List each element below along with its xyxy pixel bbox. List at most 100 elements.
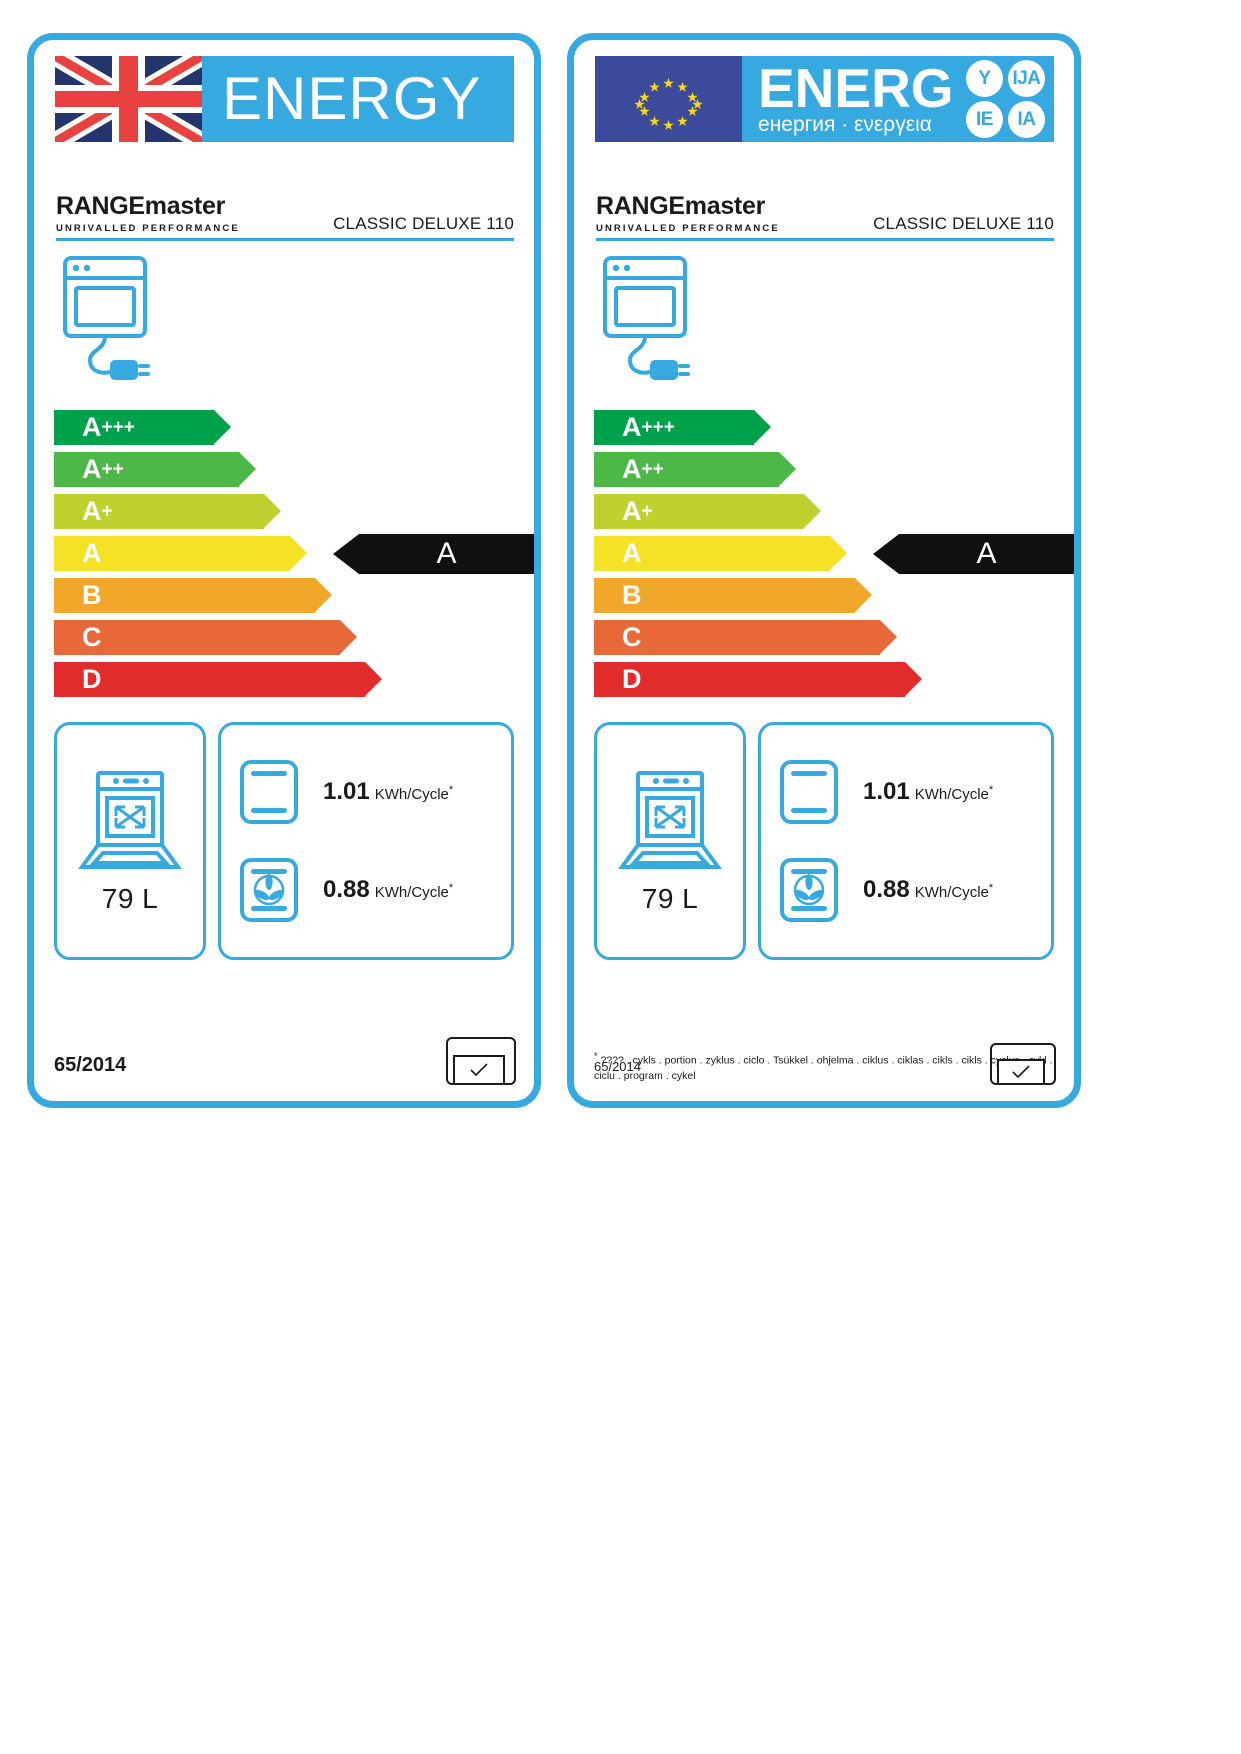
model-name: CLASSIC DELUXE 110: [333, 214, 514, 233]
consumption-value: 1.01: [323, 778, 370, 805]
class-bar: C: [54, 620, 514, 655]
class-label: C: [82, 622, 102, 652]
class-bar: A+++: [54, 410, 514, 445]
consumption-unit: KWh/Cycle*: [374, 882, 454, 901]
class-bar: A+: [594, 494, 1054, 529]
compliance-checkbox-icon: [990, 1043, 1056, 1085]
volume-panel: 79 L: [54, 722, 206, 960]
energy-word-text: ENERGY: [222, 65, 482, 132]
class-label: A: [622, 538, 642, 568]
volume-panel: 79 L: [594, 722, 746, 960]
language-badge: Y: [966, 60, 1003, 97]
brand-logo: RANGEmaster UNRIVALLED PERFORMANCE: [56, 194, 240, 235]
rating-value: A: [436, 536, 457, 570]
class-bar: A A: [54, 533, 534, 574]
conventional-oven-icon: [780, 760, 838, 824]
brand-divider: [596, 238, 1054, 241]
consumption-row: 0.88 KWh/Cycle*: [239, 857, 511, 923]
class-bar: D: [54, 662, 514, 697]
class-label: A+: [82, 496, 113, 526]
brand-name: RANGEmaster: [596, 194, 780, 219]
class-bar: C: [594, 620, 1054, 655]
oven-pictogram-icon: [594, 254, 1054, 400]
brand-name: RANGEmaster: [56, 194, 240, 219]
brand-tagline: UNRIVALLED PERFORMANCE: [596, 223, 780, 234]
brand-row: RANGEmaster UNRIVALLED PERFORMANCE CLASS…: [594, 194, 1054, 241]
label-footer: 65/2014: [594, 1029, 1056, 1085]
consumption-row: 1.01 KWh/Cycle*: [239, 759, 511, 825]
language-badges: Y IJA IE IA: [966, 60, 1054, 138]
consumption-row: 0.88 KWh/Cycle*: [779, 857, 1051, 923]
class-label: B: [82, 580, 102, 610]
consumption-value: 1.01: [863, 778, 910, 805]
oven-cavity-icon: [618, 771, 722, 869]
class-bar: A++: [594, 452, 1054, 487]
consumption-value: 0.88: [323, 876, 370, 903]
rating-value: A: [976, 536, 997, 570]
eu-flag-icon: [595, 56, 742, 142]
fan-oven-icon: [780, 858, 838, 922]
energy-word-band: ENERG енергия · ενεργεια Y IJA IE IA: [742, 56, 1054, 142]
class-bar: A+++: [594, 410, 1054, 445]
class-label: B: [622, 580, 642, 610]
eu-energy-label: ENERG енергия · ενεργεια Y IJA IE IA RAN…: [567, 33, 1081, 1108]
language-badge: IE: [966, 101, 1003, 138]
class-bar: D: [594, 662, 1054, 697]
label-header: ENERG енергия · ενεργεια Y IJA IE IA: [595, 56, 1054, 142]
compliance-checkbox-icon: [446, 1037, 516, 1085]
class-label: A++: [622, 454, 664, 484]
class-label: A+++: [82, 412, 135, 442]
brand-name-light: master: [684, 192, 766, 220]
info-panels: 79 L 1.01 KWh/Cycle*: [594, 722, 1054, 960]
language-badge: IA: [1008, 101, 1045, 138]
energy-word-subtitle: енергия · ενεργεια: [758, 113, 932, 137]
energy-class-scale: A+++ A++ A+ A A B C D: [54, 410, 534, 697]
consumption-unit: KWh/Cycle*: [914, 784, 994, 803]
consumption-panel: 1.01 KWh/Cycle*: [218, 722, 514, 960]
volume-value: 79 L: [641, 883, 699, 914]
class-label: C: [622, 622, 642, 652]
class-label: D: [82, 664, 102, 694]
label-header: ENERGY: [55, 56, 514, 142]
rating-pointer: A: [873, 533, 1074, 574]
uk-energy-label: ENERGY RANGEmaster UNRIVALLED PERFORMANC…: [27, 33, 541, 1108]
footnote: * ???? . cykls . portion . zyklus . cicl…: [594, 1051, 1053, 1082]
brand-name-light: master: [144, 192, 226, 220]
energy-word-text: ENERG: [758, 56, 954, 119]
volume-value: 79 L: [101, 883, 159, 914]
energy-word-band: ENERGY: [202, 56, 514, 142]
footnote-text: ???? . cykls . portion . zyklus . ciclo …: [594, 1054, 1053, 1082]
class-bar: B: [54, 578, 514, 613]
brand-row: RANGEmaster UNRIVALLED PERFORMANCE CLASS…: [54, 194, 514, 241]
consumption-unit: KWh/Cycle*: [914, 882, 994, 901]
class-bar: A A: [594, 533, 1074, 574]
language-badge: IJA: [1008, 60, 1045, 97]
rating-pointer: A: [333, 533, 534, 574]
energy-class-scale: A+++ A++ A+ A A B C D: [594, 410, 1074, 697]
uk-flag-icon: [55, 56, 202, 142]
brand-name-bold: RANGE: [596, 192, 685, 220]
label-footer: 65/2014: [54, 1029, 516, 1085]
class-bar: A++: [54, 452, 514, 487]
model-name: CLASSIC DELUXE 110: [873, 214, 1054, 233]
class-label: A+: [622, 496, 653, 526]
brand-tagline: UNRIVALLED PERFORMANCE: [56, 223, 240, 234]
info-panels: 79 L 1.01 KWh/Cycle*: [54, 722, 514, 960]
brand-divider: [56, 238, 514, 241]
fan-oven-icon: [240, 858, 298, 922]
consumption-value: 0.88: [863, 876, 910, 903]
brand-name-bold: RANGE: [56, 192, 145, 220]
class-label: A++: [82, 454, 124, 484]
regulation-number: 65/2014: [594, 1059, 641, 1074]
class-label: A: [82, 538, 102, 568]
conventional-oven-icon: [240, 760, 298, 824]
consumption-panel: 1.01 KWh/Cycle*: [758, 722, 1054, 960]
class-label: A+++: [622, 412, 675, 442]
regulation-number: 65/2014: [54, 1054, 127, 1076]
class-label: D: [622, 664, 642, 694]
brand-logo: RANGEmaster UNRIVALLED PERFORMANCE: [596, 194, 780, 235]
class-bar: B: [594, 578, 1054, 613]
oven-pictogram-icon: [54, 254, 514, 400]
oven-cavity-icon: [78, 771, 182, 869]
